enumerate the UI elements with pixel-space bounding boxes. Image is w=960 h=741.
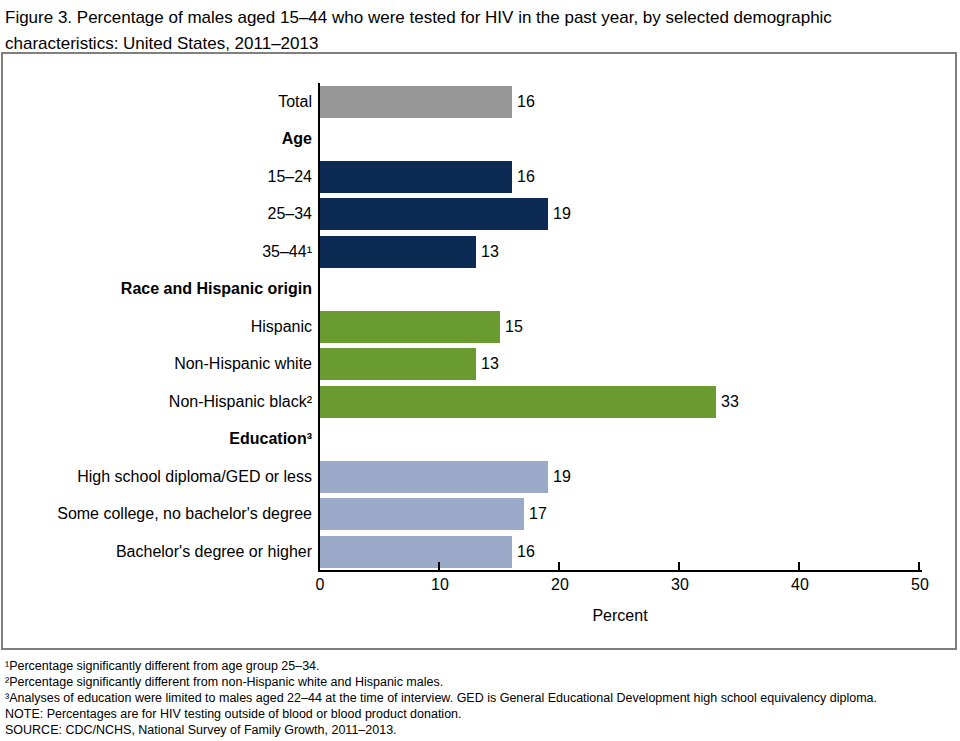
- category-label-total: Total: [3, 93, 320, 111]
- category-label-15-24: 15–24: [3, 168, 320, 186]
- y-axis-line: [318, 83, 320, 570]
- category-label-hispanic: Hispanic: [3, 318, 320, 336]
- bar-15-24: [320, 161, 512, 193]
- figure-title: Figure 3. Percentage of males aged 15–44…: [5, 5, 897, 57]
- bar-cell-high-school-diploma-ged-or-less: 19: [320, 461, 923, 493]
- figure-page: Figure 3. Percentage of males aged 15–44…: [0, 0, 960, 741]
- category-label-non-hispanic-white: Non-Hispanic white: [3, 355, 320, 373]
- bar-value-35-44: 13: [481, 243, 499, 261]
- bar-row-hispanic: Hispanic 15: [3, 308, 923, 346]
- bar-row-non-hispanic-black: Non-Hispanic black² 33: [3, 383, 923, 421]
- bar-high-school-diploma-ged-or-less: [320, 461, 548, 493]
- x-tick-label-40: 40: [791, 576, 809, 594]
- x-axis-title: Percent: [592, 607, 647, 625]
- bar-cell-hispanic: 15: [320, 311, 923, 343]
- bar-row-high-school-diploma-ged-or-less: High school diploma/GED or less 19: [3, 458, 923, 496]
- footnote-5: SOURCE: CDC/NCHS, National Survey of Fam…: [5, 722, 955, 738]
- bar-total: [320, 86, 512, 118]
- footnote-4: NOTE: Percentages are for HIV testing ou…: [5, 706, 955, 722]
- category-label-35-44: 35–44¹: [3, 243, 320, 261]
- x-tick-label-10: 10: [431, 576, 449, 594]
- bar-non-hispanic-black: [320, 386, 716, 418]
- bar-cell-non-hispanic-white: 13: [320, 348, 923, 380]
- bar-row-non-hispanic-white: Non-Hispanic white 13: [3, 346, 923, 384]
- x-tick-20: [558, 562, 560, 570]
- category-label-non-hispanic-black: Non-Hispanic black²: [3, 393, 320, 411]
- category-label-high-school-diploma-ged-or-less: High school diploma/GED or less: [3, 468, 320, 486]
- bar-35-44: [320, 236, 476, 268]
- bar-bachelor-s-degree-or-higher: [320, 536, 512, 568]
- footnotes: ¹Percentage significantly different from…: [5, 658, 955, 738]
- chart-frame: Total 16 Age 15–24 16 25–34 19 35–44¹ 13 Race and…: [1, 52, 957, 650]
- category-label-25-34: 25–34: [3, 205, 320, 223]
- bar-row-total: Total 16: [3, 83, 923, 121]
- x-tick-10: [438, 562, 440, 570]
- bar-cell-25-34: 19: [320, 198, 923, 230]
- category-label-some-college-no-bachelor-s-degree: Some college, no bachelor's degree: [3, 505, 320, 523]
- group-header-label-age: Age: [3, 130, 320, 148]
- bar-cell-some-college-no-bachelor-s-degree: 17: [320, 498, 923, 530]
- bar-value-high-school-diploma-ged-or-less: 19: [553, 468, 571, 486]
- bar-value-bachelor-s-degree-or-higher: 16: [517, 543, 535, 561]
- bar-value-non-hispanic-white: 13: [481, 355, 499, 373]
- bar-value-total: 16: [517, 93, 535, 111]
- bar-cell-total: 16: [320, 86, 923, 118]
- group-header-row-education: Education³: [3, 421, 923, 459]
- bar-cell-bachelor-s-degree-or-higher: 16: [320, 536, 923, 568]
- bar-non-hispanic-white: [320, 348, 476, 380]
- bar-value-non-hispanic-black: 33: [721, 393, 739, 411]
- group-header-label-education: Education³: [3, 430, 320, 448]
- bar-row-some-college-no-bachelor-s-degree: Some college, no bachelor's degree 17: [3, 496, 923, 534]
- x-tick-30: [678, 562, 680, 570]
- bar-value-25-34: 19: [553, 205, 571, 223]
- bar-cell-non-hispanic-black: 33: [320, 386, 923, 418]
- x-tick-label-50: 50: [911, 576, 929, 594]
- bar-value-hispanic: 15: [505, 318, 523, 336]
- bar-value-15-24: 16: [517, 168, 535, 186]
- bar-cell-race-and-hispanic-origin: [320, 273, 923, 305]
- bar-cell-age: [320, 123, 923, 155]
- footnote-1: ¹Percentage significantly different from…: [5, 658, 955, 674]
- x-tick-label-0: 0: [316, 576, 325, 594]
- x-axis-line: [318, 570, 922, 572]
- group-header-row-race-and-hispanic-origin: Race and Hispanic origin: [3, 271, 923, 309]
- x-tick-50: [918, 562, 920, 570]
- bar-row-15-24: 15–24 16: [3, 158, 923, 196]
- x-tick-label-20: 20: [551, 576, 569, 594]
- footnote-3: ³Analyses of education were limited to m…: [5, 690, 955, 706]
- chart-rows: Total 16 Age 15–24 16 25–34 19 35–44¹ 13 Race and…: [3, 83, 923, 571]
- bar-cell-education: [320, 423, 923, 455]
- bar-hispanic: [320, 311, 500, 343]
- bar-25-34: [320, 198, 548, 230]
- bar-row-25-34: 25–34 19: [3, 196, 923, 234]
- x-tick-label-30: 30: [671, 576, 689, 594]
- x-tick-40: [798, 562, 800, 570]
- group-header-label-race-and-hispanic-origin: Race and Hispanic origin: [3, 280, 320, 298]
- category-label-bachelor-s-degree-or-higher: Bachelor's degree or higher: [3, 543, 320, 561]
- footnote-2: ²Percentage significantly different from…: [5, 674, 955, 690]
- group-header-row-age: Age: [3, 121, 923, 159]
- bar-value-some-college-no-bachelor-s-degree: 17: [529, 505, 547, 523]
- bar-row-35-44: 35–44¹ 13: [3, 233, 923, 271]
- bar-cell-15-24: 16: [320, 161, 923, 193]
- bar-row-bachelor-s-degree-or-higher: Bachelor's degree or higher 16: [3, 533, 923, 571]
- bar-some-college-no-bachelor-s-degree: [320, 498, 524, 530]
- bar-cell-35-44: 13: [320, 236, 923, 268]
